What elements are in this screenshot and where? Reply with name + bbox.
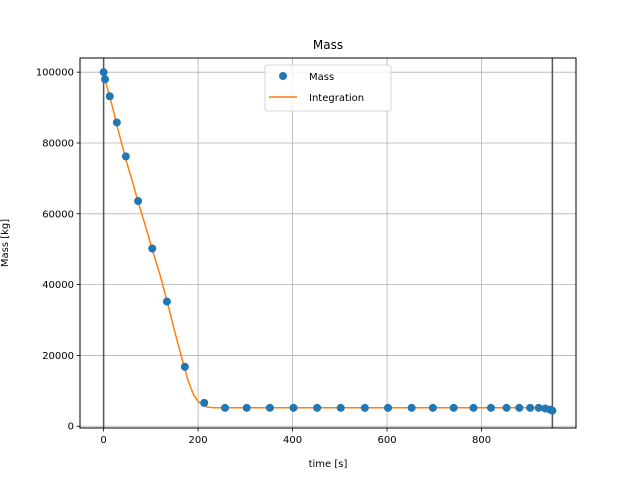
x-ticks: 0 200 400 600 800 [100,428,491,446]
integration-line [102,72,553,412]
mass-point [515,403,524,412]
mass-point [242,403,251,412]
mass-point [383,403,392,412]
mass-point [121,152,130,161]
mass-point [101,75,110,84]
y-tick-label: 80000 [42,138,74,149]
series-lines [102,72,553,412]
mass-point [449,403,458,412]
legend-label: Mass [309,72,334,83]
legend-box [264,64,392,112]
y-tick-label: 40000 [42,280,74,291]
y-tick-label: 100000 [36,68,74,79]
mass-point [469,403,478,412]
mass-point [428,403,437,412]
mass-point [180,362,189,371]
mass-point [526,403,535,412]
chart-title: Mass [313,38,343,52]
legend-marker-swatch [279,72,287,80]
mass-point [360,403,369,412]
mass-point [486,403,495,412]
y-axis-label: Mass [kg] [0,219,11,267]
vertical-lines [102,58,554,428]
mass-point [148,244,157,253]
x-tick-label: 400 [283,435,302,446]
mass-point [99,68,108,77]
mass-point [112,118,121,127]
mass-point [548,406,557,415]
mass-point [162,297,171,306]
y-tick-label: 20000 [42,351,74,362]
mass-point [105,92,114,101]
mass-point [407,403,416,412]
mass-point [134,197,143,206]
legend-label: Integration [309,93,364,104]
y-tick-label: 60000 [42,209,74,220]
x-tick-label: 200 [189,435,208,446]
mass-point [221,403,230,412]
x-axis-label: time [s] [309,459,348,470]
mass-point [265,403,274,412]
y-tick-label: 0 [68,422,74,433]
mass-point [313,403,322,412]
mass-point [336,403,345,412]
x-tick-label: 600 [378,435,397,446]
y-ticks: 0 20000 40000 60000 80000 100000 [36,68,80,433]
mass-point [502,403,511,412]
x-tick-label: 800 [472,435,491,446]
mass-point [534,403,543,412]
mass-point [289,403,298,412]
x-tick-label: 0 [100,435,106,446]
series-points [99,68,557,415]
legend: Mass Integration [264,64,392,112]
plot-frame [79,57,577,429]
mass-point [200,398,209,407]
